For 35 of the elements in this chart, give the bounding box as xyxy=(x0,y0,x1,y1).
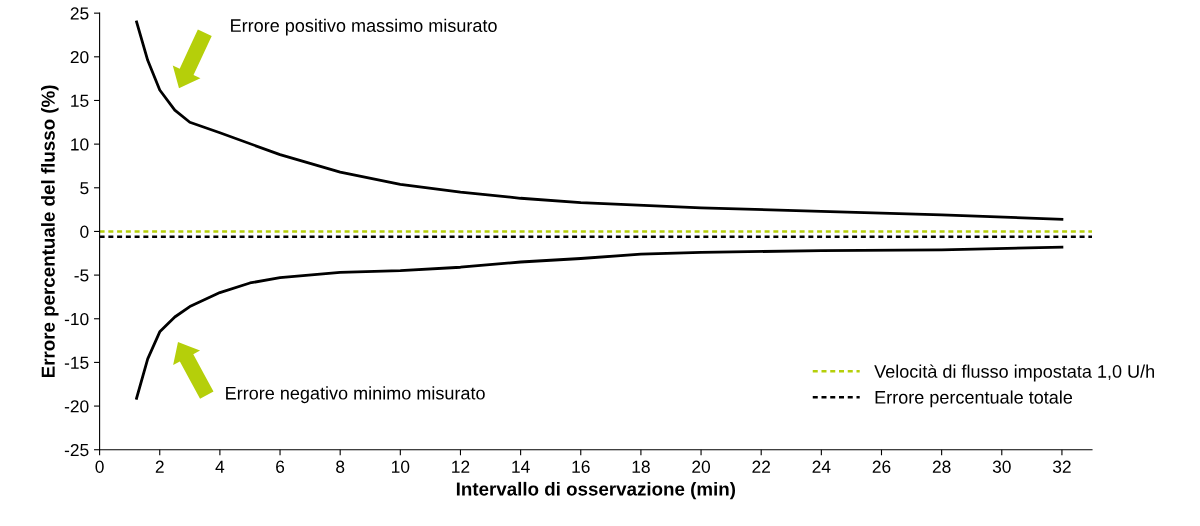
x-tick-label: 32 xyxy=(1052,460,1071,473)
x-tick-label: 10 xyxy=(392,460,410,473)
y-axis-title: Errore percentuale del flusso (%) xyxy=(41,85,59,378)
x-tick-label: 24 xyxy=(812,460,831,473)
x-tick-label: 28 xyxy=(932,460,951,473)
annotation: Errore negativo minimo misurato xyxy=(226,386,485,404)
x-tick-label: 14 xyxy=(512,460,530,473)
x-tick-label: 26 xyxy=(872,460,891,473)
x-tick-label: 12 xyxy=(452,460,470,473)
y-tick-label: -5 xyxy=(74,269,89,282)
x-tick-label: 30 xyxy=(992,460,1011,473)
y-tick-label: -10 xyxy=(64,312,89,326)
y-tick-label: 5 xyxy=(80,182,89,195)
x-tick-label: 22 xyxy=(752,460,770,473)
legend-label: Velocità di flusso impostata 1,0 U/h xyxy=(874,364,1154,382)
y-tick-label: -15 xyxy=(64,356,89,369)
line-series xyxy=(135,20,1064,221)
annotation: Errore positivo massimo misurato xyxy=(231,18,497,36)
y-tick-label: 25 xyxy=(70,7,89,20)
y-tick-label: -20 xyxy=(64,400,89,413)
y-tick-label: 0 xyxy=(80,225,89,238)
x-tick-label: 18 xyxy=(632,460,650,473)
x-tick-label: 0 xyxy=(95,460,104,473)
y-tick-label: 20 xyxy=(70,50,89,64)
x-tick-label: 4 xyxy=(215,460,225,473)
legend-label: Errore percentuale totale xyxy=(875,390,1073,408)
x-axis-title: Intervallo di osservazione (min) xyxy=(456,481,736,500)
x-tick-label: 8 xyxy=(336,460,345,473)
x-tick-label: 16 xyxy=(572,460,590,473)
x-tick-label: 2 xyxy=(155,460,164,473)
y-tick-label: -25 xyxy=(64,443,89,457)
y-tick-label: 10 xyxy=(71,138,89,151)
x-tick-label: 6 xyxy=(276,460,285,473)
y-tick-label: 15 xyxy=(71,94,89,107)
x-tick-label: 20 xyxy=(692,460,711,473)
